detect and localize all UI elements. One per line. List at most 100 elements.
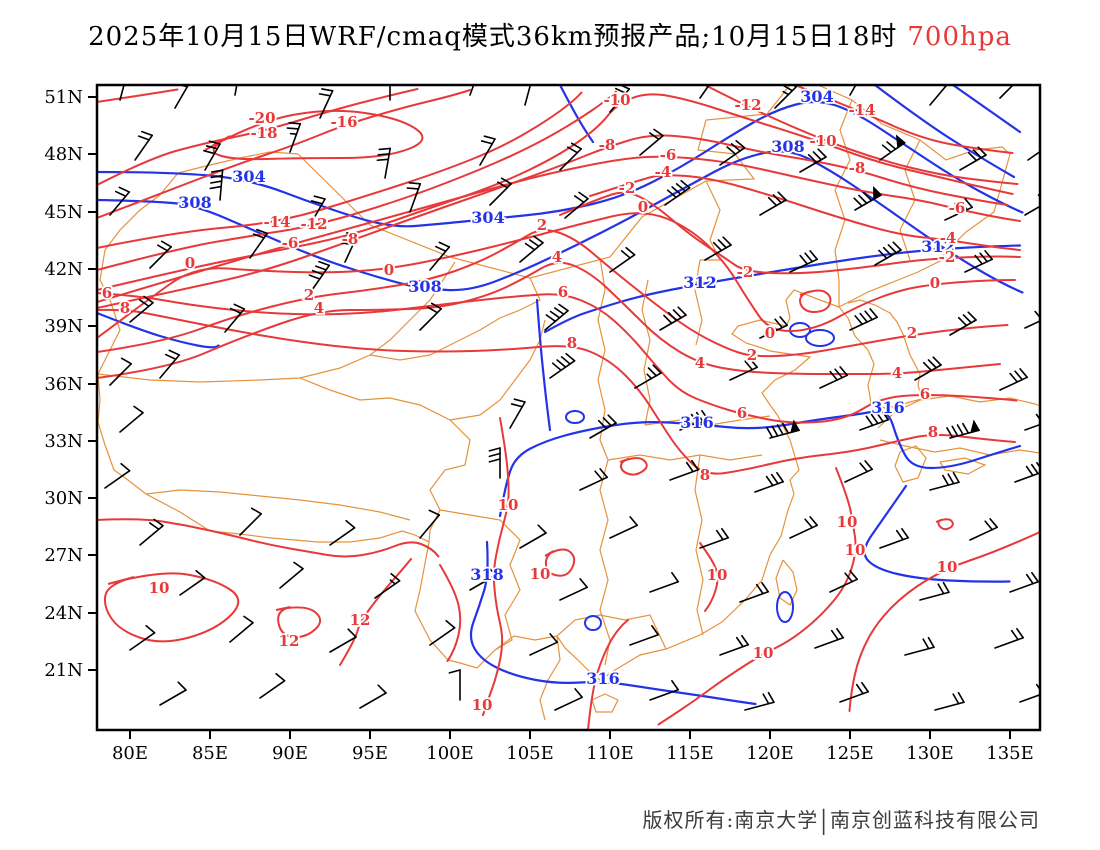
lon-tick-label: 100E (426, 743, 474, 764)
lon-tick-label: 135E (986, 743, 1034, 764)
temp-contour (97, 261, 1001, 379)
wind-barb (874, 241, 902, 266)
province-border (539, 635, 561, 721)
map-border (95, 83, 1042, 732)
province-border (97, 421, 558, 669)
province-border (838, 299, 923, 409)
temp-contour (103, 572, 240, 643)
height-contour-closed (584, 615, 602, 631)
lat-tick-label: 27N (44, 545, 83, 566)
wind-barb (879, 134, 906, 161)
contour-label: 2 (907, 324, 917, 342)
wind-barb (239, 507, 263, 536)
lat-tick-label: 21N (44, 660, 83, 681)
wind-barb (914, 356, 942, 381)
wind-barb (649, 571, 679, 593)
lon-tick-label: 80E (112, 743, 148, 764)
wind-barb (129, 624, 156, 651)
wind-barb (1024, 194, 1040, 216)
temp-contour-layer (97, 85, 1040, 730)
temp-contour (544, 548, 576, 577)
wind-barb (649, 679, 679, 701)
contour-label: -8 (599, 136, 616, 154)
wind-barb (859, 409, 889, 431)
wind-barb (1014, 461, 1040, 483)
province-border (894, 445, 927, 483)
province-border (879, 439, 1040, 456)
wind-barb (519, 235, 544, 263)
wind-barb (318, 88, 334, 119)
wind-barb (229, 615, 254, 643)
contour-label: 304 (800, 87, 833, 106)
wind-barb (376, 147, 392, 179)
wind-barb (949, 311, 977, 336)
temp-contour (97, 518, 440, 558)
contour-label: 6 (920, 385, 930, 403)
province-border (877, 395, 1040, 429)
contour-label: 318 (470, 565, 503, 584)
contour-label: 312 (921, 237, 954, 256)
contour-label: -6 (282, 234, 299, 252)
map-layers: 304304304308308308312312316316318316-20-… (97, 85, 1040, 730)
wind-barb (419, 302, 443, 331)
wind-barb (849, 85, 857, 96)
wind-barb (719, 634, 749, 656)
wind-barb (429, 619, 456, 646)
wind-barb (488, 447, 501, 479)
contour-label: 12 (350, 611, 371, 629)
wind-barb (664, 179, 691, 206)
wind-barb (699, 527, 729, 549)
wind-barb (814, 627, 844, 649)
wind-barb (109, 186, 131, 216)
lon-tick-label: 125E (826, 743, 874, 764)
wind-barb (149, 240, 173, 269)
temp-contour (619, 457, 648, 476)
copyright-company: 南京创蓝科技有限公司 (830, 808, 1040, 832)
wind-barb (839, 681, 869, 703)
contour-label: 10 (837, 513, 858, 531)
wind-barb (999, 368, 1028, 391)
footer-separator: | (820, 804, 828, 836)
wind-barb (224, 303, 246, 333)
wind-barb (844, 460, 873, 483)
lon-tick-label: 105E (506, 743, 554, 764)
wind-barb (1024, 308, 1040, 329)
wind-barb (929, 471, 960, 491)
wind-barb (509, 398, 526, 429)
lon-tick-label: 90E (272, 743, 308, 764)
temp-contour (97, 134, 1009, 309)
contour-label: 312 (683, 273, 716, 292)
contour-label: 10 (707, 566, 728, 584)
contour-label: -14 (848, 101, 875, 119)
contour-label: 6 (558, 283, 568, 301)
wind-barb (919, 581, 950, 601)
contour-label: -16 (330, 113, 357, 131)
contour-label: -2 (939, 248, 956, 266)
temp-contour (97, 88, 179, 103)
wind-barb (234, 85, 238, 96)
wind-barb (879, 527, 909, 549)
province-border (299, 377, 471, 543)
province-border (556, 289, 840, 681)
contour-label: 308 (408, 277, 441, 296)
province-border (369, 277, 541, 361)
wind-barb (929, 85, 948, 106)
contour-label: 10 (845, 541, 866, 559)
wind-barb (203, 140, 221, 171)
wind-barb (129, 295, 154, 323)
wind-barb (209, 169, 224, 201)
contour-label: -18 (250, 124, 277, 142)
temp-contour (97, 155, 1021, 303)
wind-barb (419, 509, 441, 539)
temp-contour (798, 289, 832, 313)
wind-barb (719, 139, 746, 166)
contour-label: 316 (680, 413, 713, 432)
lat-tick-label: 51N (44, 87, 83, 108)
wind-barb (159, 349, 181, 379)
wind-barb (754, 471, 784, 493)
contour-label: 10 (937, 558, 958, 576)
contour-label: 2 (304, 286, 314, 304)
copyright-owner: 版权所有:南京大学 (642, 808, 819, 832)
lat-tick-label: 24N (44, 603, 83, 624)
